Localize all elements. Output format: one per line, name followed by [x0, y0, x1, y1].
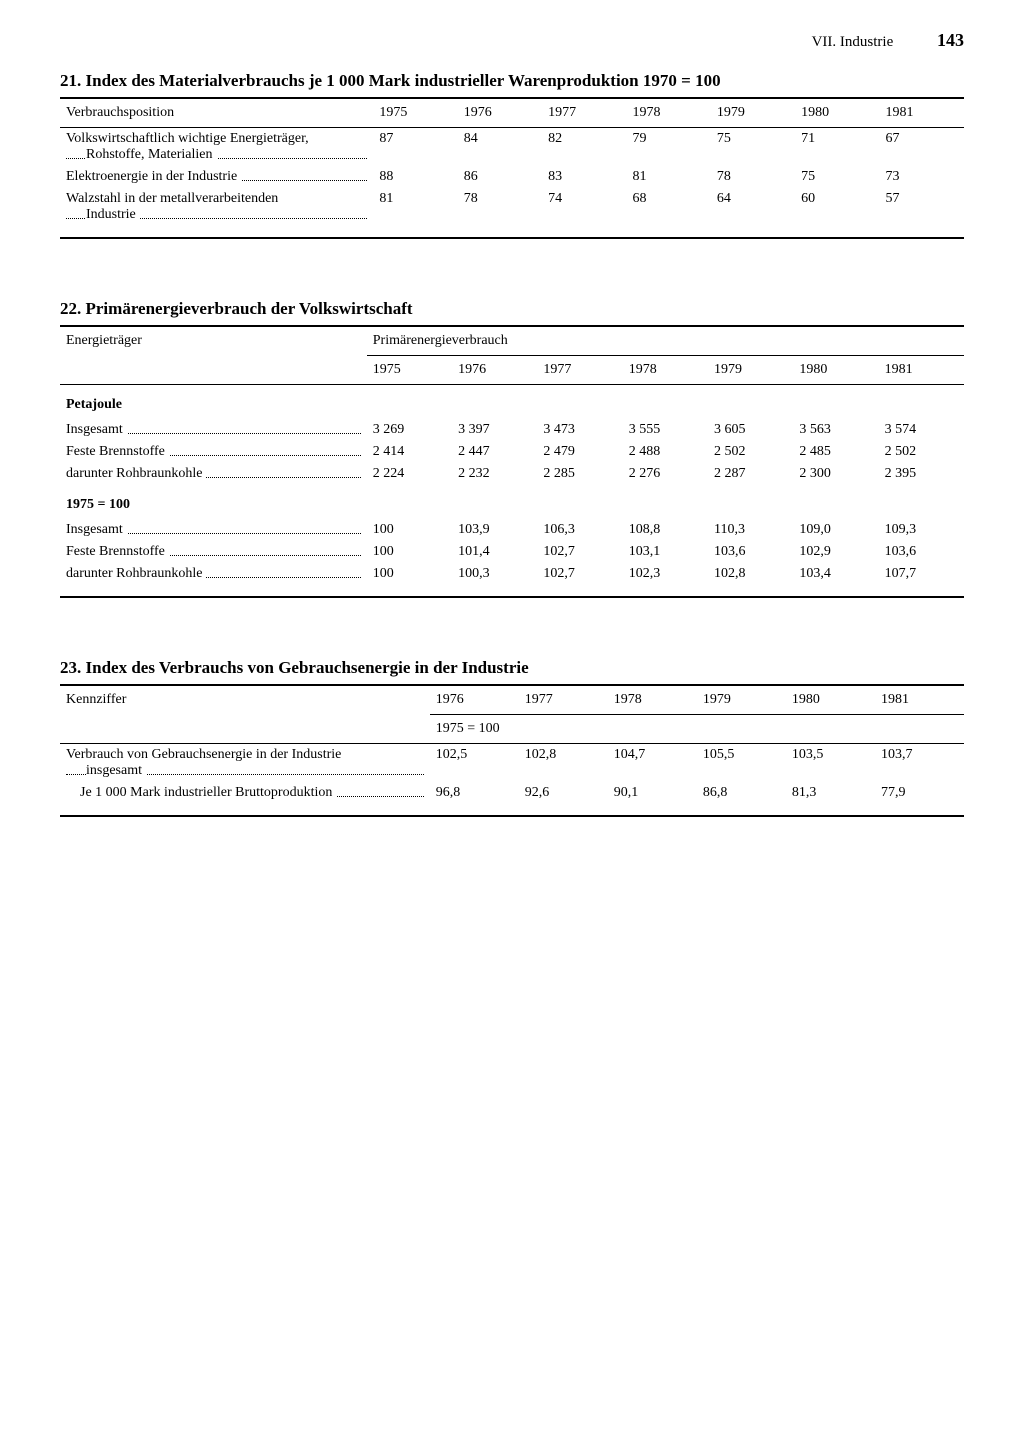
- table23-year: 1978: [608, 685, 697, 715]
- table-row: Feste Brennstoffe 2 414 2 447 2 479 2 48…: [60, 441, 964, 463]
- table-row: Insgesamt 3 269 3 397 3 473 3 555 3 605 …: [60, 419, 964, 441]
- table23-year: 1976: [430, 685, 519, 715]
- table22-spanning-header: Primärenergieverbrauch: [367, 326, 964, 356]
- table21-title: 21. Index des Materialverbrauchs je 1 00…: [60, 71, 964, 91]
- row-label-top: Volkswirtschaftlich wichtige Energieträg…: [60, 128, 373, 167]
- table23-subheader: 1975 = 100: [430, 715, 964, 744]
- page-header: VII. Industrie 143: [60, 30, 964, 51]
- table21-col-label: Verbrauchsposition: [60, 98, 373, 128]
- table21-year: 1978: [626, 98, 710, 128]
- table23: Kennziffer 1976 1977 1978 1979 1980 1981…: [60, 684, 964, 817]
- row-label: Je 1 000 Mark industrieller Bruttoproduk…: [60, 782, 430, 816]
- table21: Verbrauchsposition 1975 1976 1977 1978 1…: [60, 97, 964, 239]
- table22-group2-header: 1975 = 100: [60, 485, 964, 519]
- table22: Energieträger Primärenergieverbrauch 197…: [60, 325, 964, 598]
- table22-year: 1975: [367, 356, 452, 385]
- table22-group1-header: Petajoule: [60, 385, 964, 420]
- table-row: Je 1 000 Mark industrieller Bruttoproduk…: [60, 782, 964, 816]
- table23-year: 1981: [875, 685, 964, 715]
- table23-col-label: Kennziffer: [60, 685, 430, 744]
- table23-year: 1979: [697, 685, 786, 715]
- table22-span-header-row: Energieträger Primärenergieverbrauch: [60, 326, 964, 356]
- table22-year: 1977: [537, 356, 622, 385]
- table21-header-row: Verbrauchsposition 1975 1976 1977 1978 1…: [60, 98, 964, 128]
- row-label: Elektroenergie in der Industrie: [60, 166, 373, 188]
- section-heading: VII. Industrie: [812, 34, 894, 50]
- table22-year: 1979: [708, 356, 793, 385]
- table-row: Volkswirtschaftlich wichtige Energieträg…: [60, 128, 964, 167]
- table22-year: 1981: [879, 356, 964, 385]
- table-row: darunter Rohbraunkohle 100 100,3 102,7 1…: [60, 563, 964, 597]
- table22-year: 1976: [452, 356, 537, 385]
- row-label: Verbrauch von Gebrauchsenergie in der In…: [60, 744, 430, 783]
- table23-year: 1977: [519, 685, 608, 715]
- table23-title: 23. Index des Verbrauchs von Gebrauchsen…: [60, 658, 964, 678]
- row-label: Walzstahl in der metallverarbeitenden In…: [60, 188, 373, 238]
- table21-year: 1980: [795, 98, 879, 128]
- table21-year: 1981: [880, 98, 964, 128]
- table23-header-row: Kennziffer 1976 1977 1978 1979 1980 1981: [60, 685, 964, 715]
- table22-year: 1980: [793, 356, 878, 385]
- table21-year: 1977: [542, 98, 626, 128]
- table21-year: 1979: [711, 98, 795, 128]
- table21-year: 1976: [458, 98, 542, 128]
- table-row: darunter Rohbraunkohle 2 224 2 232 2 285…: [60, 463, 964, 485]
- table21-year: 1975: [373, 98, 457, 128]
- table22-year: 1978: [623, 356, 708, 385]
- table22-title: 22. Primärenergieverbrauch der Volkswirt…: [60, 299, 964, 319]
- table-row: Insgesamt 100 103,9 106,3 108,8 110,3 10…: [60, 519, 964, 541]
- table-row: Elektroenergie in der Industrie 88 86 83…: [60, 166, 964, 188]
- table-row: Verbrauch von Gebrauchsenergie in der In…: [60, 744, 964, 783]
- page-number: 143: [937, 30, 964, 50]
- table23-year: 1980: [786, 685, 875, 715]
- table-row: Feste Brennstoffe 100 101,4 102,7 103,1 …: [60, 541, 964, 563]
- table22-col-label: Energieträger: [60, 326, 367, 385]
- table-row: Walzstahl in der metallverarbeitenden In…: [60, 188, 964, 238]
